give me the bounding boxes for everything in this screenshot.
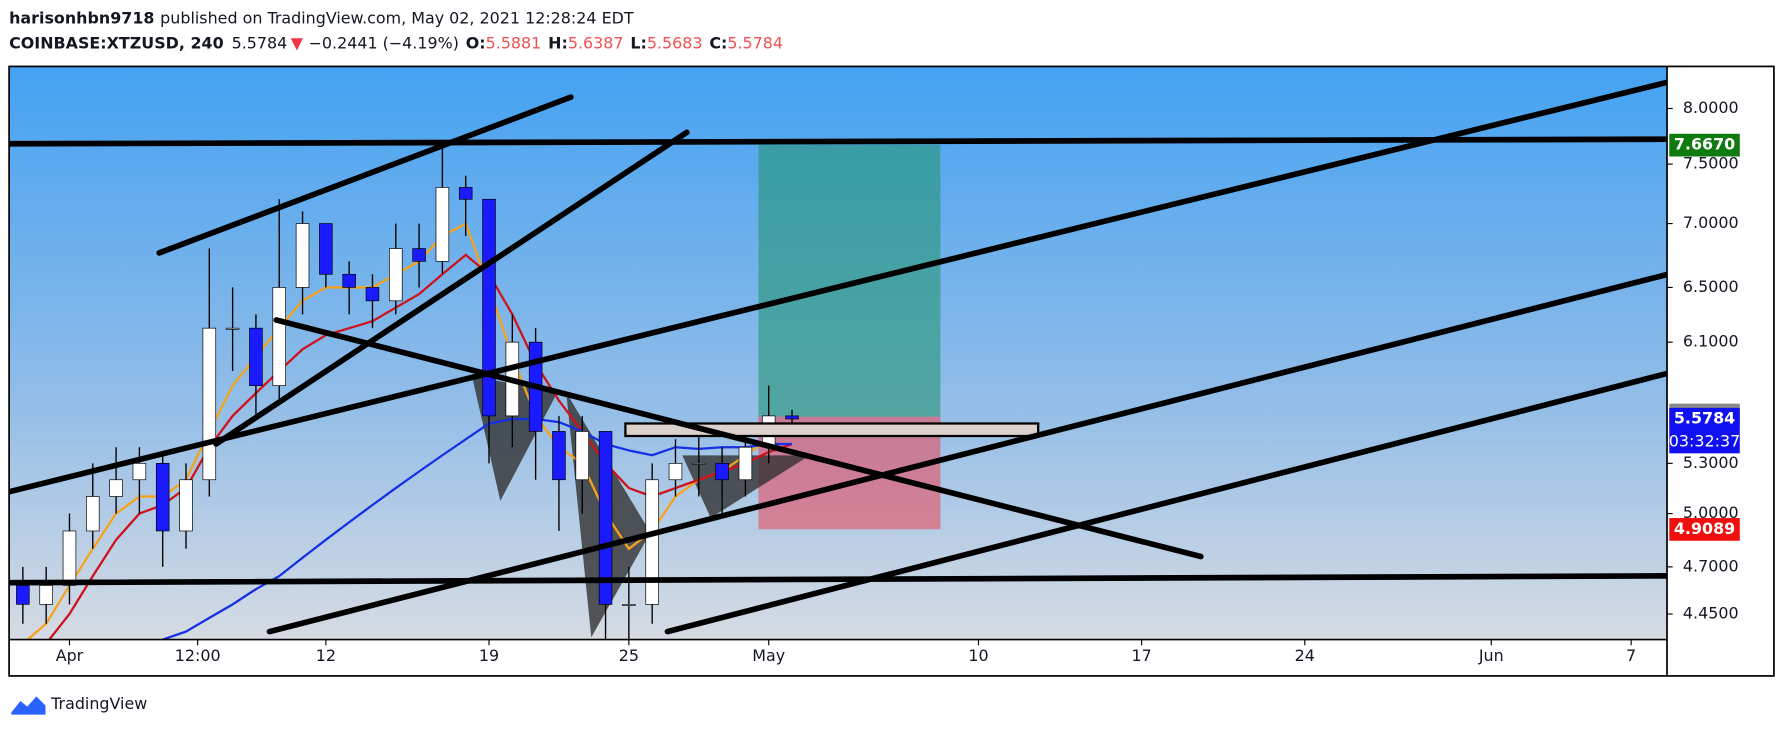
candle-body	[738, 446, 753, 481]
trend-line	[266, 271, 1668, 635]
candle-body	[458, 187, 473, 200]
header-text: C:	[709, 33, 727, 52]
header-text: −0.2441 (−4.19%)	[309, 33, 459, 52]
y-tick-label: 6.1000	[1683, 332, 1739, 351]
x-tick-label: 12	[316, 646, 336, 665]
y-tick-label: 7.0000	[1683, 213, 1739, 232]
series-layer	[16, 141, 799, 640]
candle-body	[645, 479, 659, 605]
header-text: published on TradingView.com, May 02, 20…	[160, 8, 634, 27]
header-text: COINBASE:XTZUSD, 240	[9, 33, 224, 52]
candle-body	[482, 198, 496, 417]
moving-average	[47, 253, 793, 640]
x-tick-label: 24	[1295, 646, 1315, 665]
trend-line	[213, 129, 690, 447]
y-tick-label: 8.0000	[1683, 98, 1739, 117]
y-tick-label: 5.0000	[1683, 503, 1739, 522]
price-tag	[1669, 518, 1740, 541]
header-text: harisonhbn9718	[9, 8, 154, 27]
moving-average	[25, 221, 793, 640]
logo-icon	[11, 696, 46, 715]
candle-body	[179, 479, 193, 532]
x-tick-label: Jun	[1478, 646, 1504, 665]
y-tick-label: 4.7000	[1683, 556, 1739, 575]
candle-body	[132, 462, 147, 481]
symbol-line: COINBASE:XTZUSD, 240 5.5784 ▼ −0.2441 (−4.1…	[9, 33, 783, 52]
x-tick-label: 10	[968, 646, 988, 665]
y-tick-label: 7.5000	[1683, 154, 1739, 173]
price-tag	[1669, 407, 1740, 454]
footer-brand: TradingView	[50, 694, 147, 713]
price-tag-label: 4.9089	[1674, 519, 1735, 538]
candle-body	[202, 327, 217, 481]
x-tick-label: 19	[479, 646, 499, 665]
x-tick-label: 17	[1132, 646, 1152, 665]
header-text: 5.5881	[486, 33, 542, 52]
candle-body	[389, 248, 403, 302]
trend-line	[273, 317, 1204, 560]
candle-body	[16, 585, 30, 605]
candle-body	[39, 585, 53, 605]
trend-line	[9, 136, 1668, 147]
header-text: 5.5784	[727, 33, 783, 52]
header-text: ▼	[291, 33, 304, 52]
header-text: H:	[548, 33, 568, 52]
x-tick-label: 12:00	[175, 646, 221, 665]
trend-line	[9, 79, 1668, 495]
trend-line	[664, 370, 1668, 635]
candle-body	[62, 530, 77, 586]
axes: 8.0000 7.5000 7.0000 6.5000 6.1000 5.3000 5.00…	[56, 98, 1741, 665]
trend-line	[9, 573, 1668, 586]
candle-body	[412, 248, 426, 262]
candle-body	[295, 223, 310, 288]
candle-body	[249, 327, 263, 386]
candle-body	[692, 462, 706, 465]
header-text: O:	[466, 33, 486, 52]
candle-body	[365, 287, 380, 302]
candle-body	[785, 415, 799, 420]
candle-body	[598, 431, 613, 605]
price-tag-label: 7.6670	[1674, 135, 1735, 154]
price-tag	[1669, 133, 1740, 157]
trend-lines	[9, 79, 1668, 635]
trend-line	[156, 94, 574, 256]
y-tick-label: 4.4500	[1683, 603, 1739, 622]
candle-body	[715, 462, 729, 481]
y-tick-label: 6.5000	[1683, 277, 1739, 296]
target-zone	[758, 144, 941, 417]
header-text: 5.5784	[232, 33, 288, 52]
logo	[11, 696, 46, 715]
price-tag-label: 5.5784	[1674, 409, 1735, 428]
candle-body	[575, 431, 589, 481]
candle-body	[435, 187, 450, 262]
candle-body	[272, 287, 286, 386]
candle-body	[225, 327, 240, 330]
candle-body	[86, 496, 100, 532]
candle-body	[622, 604, 636, 606]
x-tick-label: 7	[1626, 646, 1636, 665]
header-text: L:	[630, 33, 647, 52]
y-tick-label: 5.3000	[1683, 453, 1739, 472]
x-tick-label: 25	[619, 646, 639, 665]
candle-body	[155, 462, 170, 532]
candle-body	[552, 431, 566, 481]
x-tick-label: May	[752, 646, 785, 665]
frame	[8, 65, 1775, 677]
candle-body	[319, 223, 333, 275]
candle-body	[668, 462, 683, 481]
x-tick-label: Apr	[56, 646, 84, 665]
header-text: 5.5683	[647, 33, 703, 52]
countdown: 03:32:37	[1669, 431, 1740, 450]
header-text: 5.6387	[568, 33, 624, 52]
candle-body	[109, 479, 123, 497]
candle-body	[342, 273, 356, 288]
header-line: harisonhbn9718 published on TradingView.c…	[9, 8, 634, 27]
